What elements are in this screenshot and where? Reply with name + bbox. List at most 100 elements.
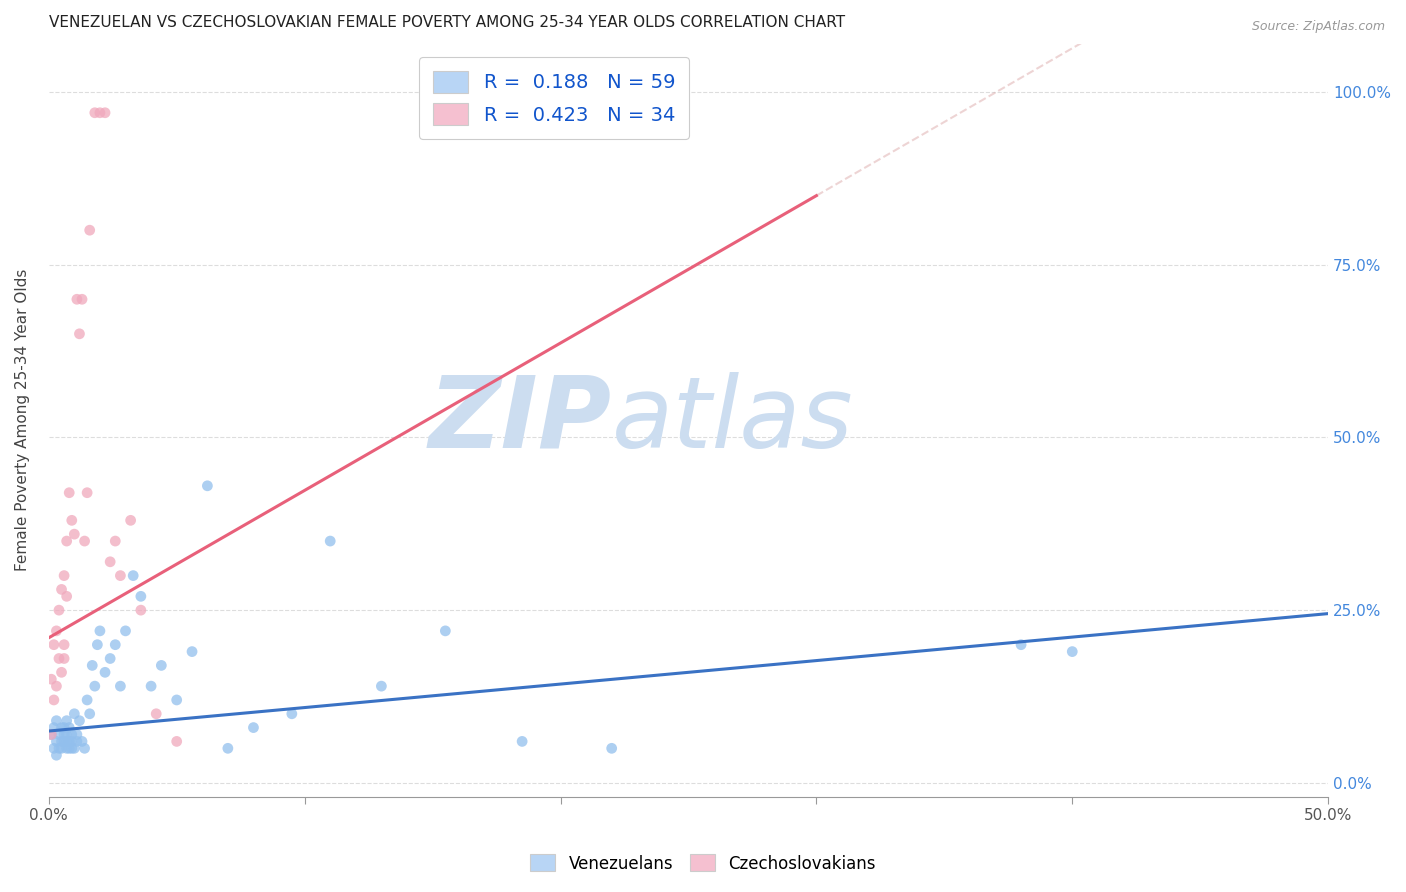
Point bbox=[83, 105, 105, 120]
Point bbox=[60, 734, 83, 748]
Point bbox=[66, 293, 89, 307]
Point bbox=[281, 706, 304, 721]
Text: atlas: atlas bbox=[612, 372, 853, 468]
Point bbox=[58, 734, 80, 748]
Point bbox=[42, 741, 65, 756]
Point bbox=[370, 679, 392, 693]
Point bbox=[70, 293, 93, 307]
Point bbox=[55, 734, 77, 748]
Point bbox=[110, 679, 132, 693]
Point bbox=[104, 638, 127, 652]
Point bbox=[51, 741, 73, 756]
Point bbox=[66, 734, 89, 748]
Point bbox=[129, 590, 152, 604]
Point bbox=[94, 665, 117, 680]
Point bbox=[89, 624, 111, 638]
Point bbox=[63, 741, 86, 756]
Point bbox=[122, 568, 145, 582]
Legend: Venezuelans, Czechoslovakians: Venezuelans, Czechoslovakians bbox=[523, 847, 883, 880]
Point bbox=[69, 714, 91, 728]
Point bbox=[45, 679, 67, 693]
Point bbox=[48, 603, 70, 617]
Point bbox=[45, 734, 67, 748]
Point bbox=[510, 734, 533, 748]
Point bbox=[79, 706, 101, 721]
Point bbox=[69, 326, 91, 341]
Point bbox=[434, 624, 457, 638]
Point bbox=[166, 693, 188, 707]
Point bbox=[73, 741, 96, 756]
Text: Source: ZipAtlas.com: Source: ZipAtlas.com bbox=[1251, 20, 1385, 33]
Point bbox=[58, 741, 80, 756]
Point bbox=[145, 706, 167, 721]
Point bbox=[53, 651, 76, 665]
Point bbox=[53, 568, 76, 582]
Point bbox=[48, 741, 70, 756]
Point bbox=[58, 485, 80, 500]
Point bbox=[63, 706, 86, 721]
Point bbox=[53, 638, 76, 652]
Point bbox=[242, 721, 264, 735]
Point bbox=[139, 679, 162, 693]
Point bbox=[98, 651, 121, 665]
Point bbox=[600, 741, 623, 756]
Point bbox=[83, 679, 105, 693]
Point bbox=[181, 644, 204, 658]
Point bbox=[48, 727, 70, 741]
Point bbox=[319, 534, 342, 549]
Point bbox=[94, 105, 117, 120]
Y-axis label: Female Poverty Among 25-34 Year Olds: Female Poverty Among 25-34 Year Olds bbox=[15, 269, 30, 572]
Legend: R =  0.188   N = 59, R =  0.423   N = 34: R = 0.188 N = 59, R = 0.423 N = 34 bbox=[419, 57, 689, 139]
Point bbox=[55, 590, 77, 604]
Point bbox=[39, 727, 62, 741]
Point bbox=[53, 734, 76, 748]
Point bbox=[104, 534, 127, 549]
Point bbox=[217, 741, 239, 756]
Point bbox=[51, 665, 73, 680]
Point bbox=[60, 513, 83, 527]
Point bbox=[63, 527, 86, 541]
Point bbox=[166, 734, 188, 748]
Point bbox=[150, 658, 173, 673]
Point bbox=[53, 727, 76, 741]
Point bbox=[76, 693, 98, 707]
Point bbox=[79, 223, 101, 237]
Point bbox=[86, 638, 108, 652]
Point bbox=[110, 568, 132, 582]
Point bbox=[55, 741, 77, 756]
Point bbox=[1062, 644, 1084, 658]
Point bbox=[114, 624, 136, 638]
Point bbox=[48, 651, 70, 665]
Point bbox=[197, 479, 219, 493]
Point bbox=[1010, 638, 1032, 652]
Point bbox=[76, 485, 98, 500]
Point bbox=[51, 734, 73, 748]
Point bbox=[82, 658, 104, 673]
Point bbox=[51, 721, 73, 735]
Point bbox=[39, 727, 62, 741]
Point bbox=[45, 714, 67, 728]
Text: ZIP: ZIP bbox=[429, 372, 612, 468]
Point bbox=[60, 741, 83, 756]
Point bbox=[73, 534, 96, 549]
Point bbox=[42, 638, 65, 652]
Point bbox=[45, 748, 67, 763]
Point bbox=[70, 734, 93, 748]
Point bbox=[129, 603, 152, 617]
Point bbox=[39, 672, 62, 686]
Point bbox=[55, 714, 77, 728]
Point bbox=[60, 727, 83, 741]
Point bbox=[89, 105, 111, 120]
Point bbox=[42, 721, 65, 735]
Text: VENEZUELAN VS CZECHOSLOVAKIAN FEMALE POVERTY AMONG 25-34 YEAR OLDS CORRELATION C: VENEZUELAN VS CZECHOSLOVAKIAN FEMALE POV… bbox=[49, 15, 845, 30]
Point bbox=[55, 534, 77, 549]
Point bbox=[55, 727, 77, 741]
Point bbox=[53, 721, 76, 735]
Point bbox=[120, 513, 142, 527]
Point bbox=[45, 624, 67, 638]
Point bbox=[66, 727, 89, 741]
Point bbox=[58, 721, 80, 735]
Point bbox=[51, 582, 73, 597]
Point bbox=[98, 555, 121, 569]
Point bbox=[42, 693, 65, 707]
